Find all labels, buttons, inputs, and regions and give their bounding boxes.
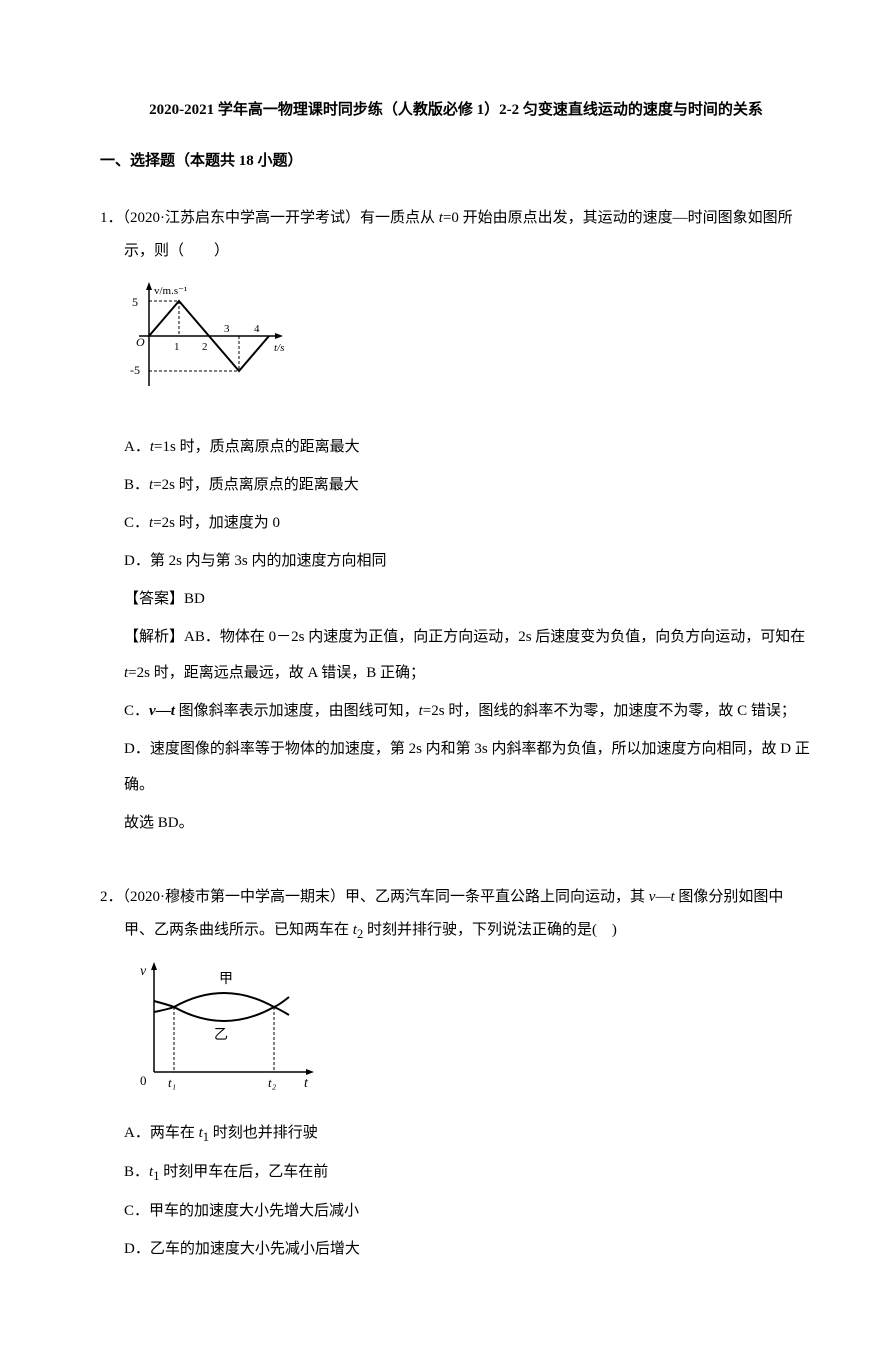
q1-optC-prefix: C．	[124, 515, 149, 531]
q2-graph-label1: 甲	[219, 972, 233, 987]
q1-expl-end: 故选 BD。	[124, 805, 812, 841]
q2-option-b: B．t1 时刻甲车在后，乙车在前	[124, 1154, 812, 1191]
document-title: 2020-2021 学年高一物理课时同步练（人教版必修 1）2-2 匀变速直线运…	[100, 100, 812, 121]
q1-answer-label: 【答案】	[124, 591, 184, 607]
q1-answer: BD	[184, 591, 205, 607]
q2-optB-text: 时刻甲车在后，乙车在前	[159, 1164, 328, 1180]
q2-graph: v t 0 t₁ t₂ 甲 乙	[124, 957, 812, 1099]
q1-option-b: B．t=2s 时，质点离原点的距离最大	[124, 467, 812, 503]
q1-graph-x2: 2	[202, 341, 208, 353]
q2-stem-c: 时刻并排行驶，下列说法正确的是( )	[363, 922, 617, 938]
q1-number: 1．	[100, 210, 123, 226]
q1-expl-ab: 【解析】AB．物体在 0－2s 内速度为正值，向正方向运动，2s 后速度变为负值…	[124, 619, 812, 691]
section-header: 一、选择题（本题共 18 小题）	[100, 151, 812, 172]
q1-graph-x3: 3	[224, 323, 230, 335]
q1-expl-c-dash: —	[156, 703, 171, 719]
q2-stem: 2．（2020·穆棱市第一中学高一期末）甲、乙两汽车同一条平直公路上同向运动，其…	[100, 881, 812, 949]
q1-optB-prefix: B．	[124, 477, 149, 493]
q1-expl-ab-text2: =2s 时，距离远点最远，故 A 错误，B 正确；	[128, 665, 425, 681]
q2-graph-ylabel: v	[140, 964, 147, 979]
q1-answer-line: 【答案】BD	[124, 581, 812, 617]
q1-answer-block: 【答案】BD 【解析】AB．物体在 0－2s 内速度为正值，向正方向运动，2s …	[124, 581, 812, 841]
q1-expl-c-text2: =2s 时，图线的斜率不为零，加速度不为零，故 C 错误；	[423, 703, 796, 719]
q2-graph-origin: 0	[140, 1073, 147, 1088]
q2-graph-x1: t₁	[168, 1075, 176, 1090]
q1-graph-x1: 1	[174, 341, 180, 353]
q1-expl-c-var1: v	[149, 703, 156, 719]
q1-optB-text: =2s 时，质点离原点的距离最大	[153, 477, 359, 493]
q1-stem-text-a: （2020·江苏启东中学高一开学考试）有一质点从	[123, 210, 439, 226]
q1-optA-prefix: A．	[124, 439, 150, 455]
q1-optA-text: =1s 时，质点离原点的距离最大	[154, 439, 360, 455]
q2-stem-dash: —	[655, 889, 670, 905]
q2-optB-prefix: B．	[124, 1164, 149, 1180]
q1-expl-ab-text: AB．物体在 0－2s 内速度为正值，向正方向运动，2s 后速度变为负值，向负方…	[184, 629, 805, 645]
q1-graph-ylabel: v/m.s⁻¹	[154, 285, 187, 297]
q2-optA-prefix: A．两车在	[124, 1125, 199, 1141]
q1-expl-label: 【解析】	[124, 629, 184, 645]
q1-graph-origin: O	[136, 335, 145, 349]
q1-option-a: A．t=1s 时，质点离原点的距离最大	[124, 429, 812, 465]
q2-option-d: D．乙车的加速度大小先减小后增大	[124, 1231, 812, 1267]
q2-graph-label2: 乙	[214, 1027, 228, 1043]
q1-expl-c-prefix: C．	[124, 703, 149, 719]
q1-options: A．t=1s 时，质点离原点的距离最大 B．t=2s 时，质点离原点的距离最大 …	[124, 429, 812, 579]
q1-graph-ymax: 5	[132, 295, 138, 309]
q2-number: 2．	[100, 889, 123, 905]
q1-graph-x4: 4	[254, 323, 260, 335]
q1-optC-text: =2s 时，加速度为 0	[153, 515, 280, 531]
q2-stem-a: （2020·穆棱市第一中学高一期末）甲、乙两汽车同一条平直公路上同向运动，其	[123, 889, 649, 905]
q1-graph-ymin: -5	[130, 363, 140, 377]
q2-option-c: C．甲车的加速度大小先增大后减小	[124, 1193, 812, 1229]
q2-optA-text: 时刻也并排行驶	[209, 1125, 318, 1141]
q1-option-d: D．第 2s 内与第 3s 内的加速度方向相同	[124, 543, 812, 579]
q1-expl-d: D．速度图像的斜率等于物体的加速度，第 2s 内和第 3s 内斜率都为负值，所以…	[124, 731, 812, 803]
q1-expl-c: C．v—t 图像斜率表示加速度，由图线可知，t=2s 时，图线的斜率不为零，加速…	[124, 693, 812, 729]
q1-expl-c-text1: 图像斜率表示加速度，由图线可知，	[175, 703, 419, 719]
question-1: 1．（2020·江苏启东中学高一开学考试）有一质点从 t=0 开始由原点出发，其…	[100, 202, 812, 841]
q1-stem: 1．（2020·江苏启东中学高一开学考试）有一质点从 t=0 开始由原点出发，其…	[100, 202, 812, 268]
q2-graph-x2: t₂	[268, 1075, 277, 1090]
q2-option-a: A．两车在 t1 时刻也并排行驶	[124, 1115, 812, 1152]
q1-graph: O 5 -5 v/m.s⁻¹ t/s 1 2 3 4	[124, 276, 812, 413]
question-2: 2．（2020·穆棱市第一中学高一期末）甲、乙两汽车同一条平直公路上同向运动，其…	[100, 881, 812, 1267]
q2-graph-xlabel: t	[304, 1076, 309, 1091]
q1-graph-xlabel: t/s	[274, 342, 284, 354]
q1-option-c: C．t=2s 时，加速度为 0	[124, 505, 812, 541]
q2-options: A．两车在 t1 时刻也并排行驶 B．t1 时刻甲车在后，乙车在前 C．甲车的加…	[124, 1115, 812, 1267]
